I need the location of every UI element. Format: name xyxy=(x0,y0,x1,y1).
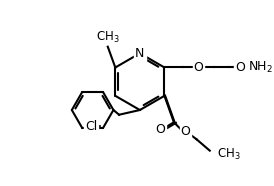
Text: NH$_2$: NH$_2$ xyxy=(248,60,273,75)
Text: O: O xyxy=(235,61,245,74)
Text: O: O xyxy=(156,123,165,136)
Text: O: O xyxy=(180,125,190,138)
Text: CH$_3$: CH$_3$ xyxy=(96,30,120,45)
Text: CH$_3$: CH$_3$ xyxy=(217,147,241,162)
Text: O: O xyxy=(193,61,203,74)
Text: N: N xyxy=(135,47,145,60)
Text: Cl: Cl xyxy=(85,120,97,133)
